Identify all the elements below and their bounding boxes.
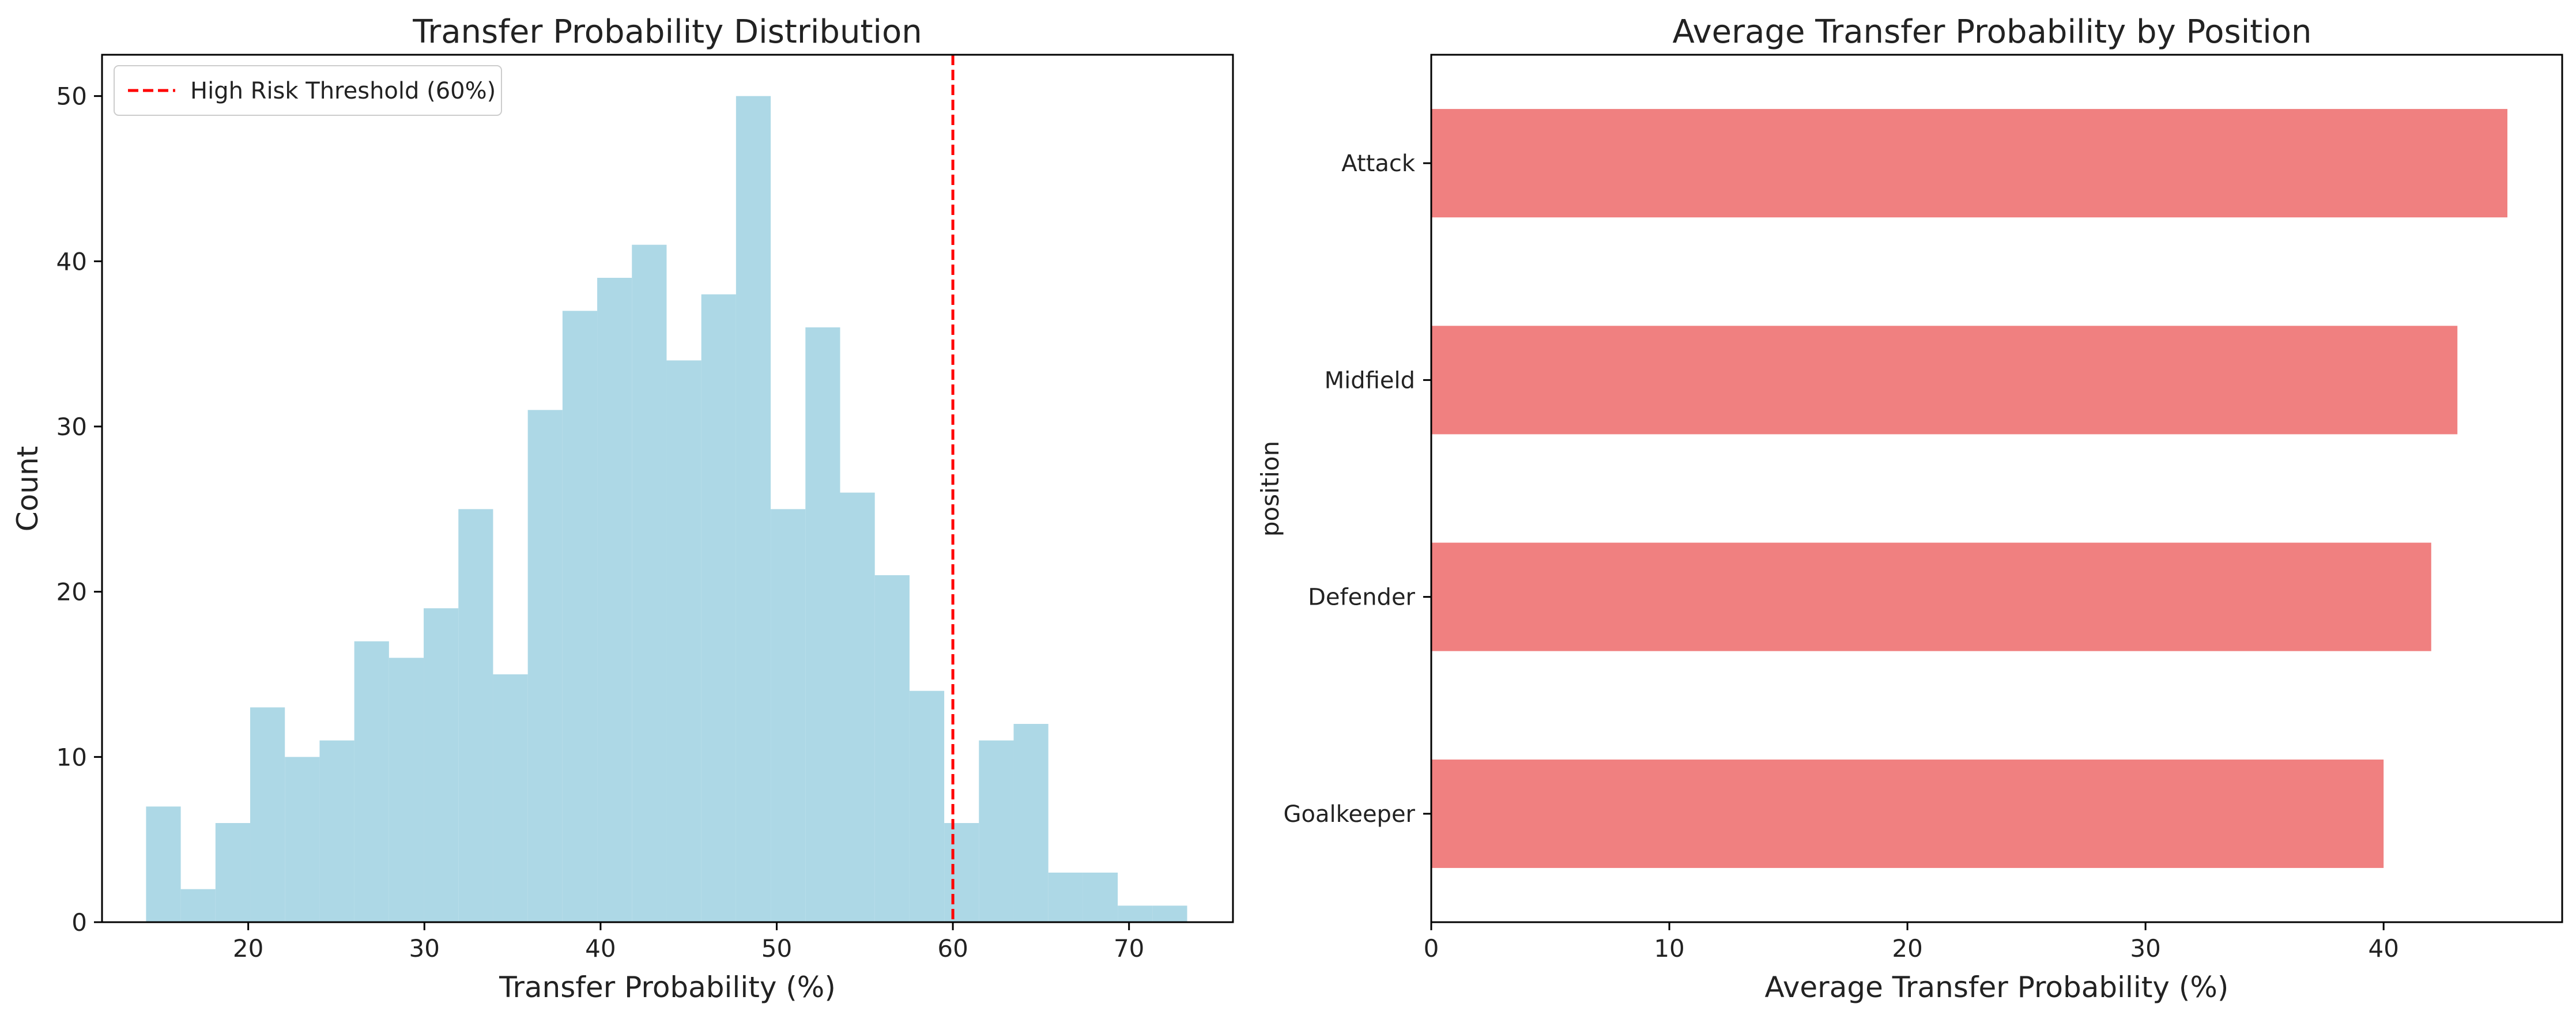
histogram-bar <box>1083 873 1118 922</box>
category-label: Defender <box>1308 584 1415 611</box>
barh-y-ticks: Attack Midfield Defender Goalkeeper <box>1284 150 1431 828</box>
histogram-y-ticks: 0 10 20 30 40 50 <box>56 82 102 937</box>
histogram-bar <box>597 278 632 922</box>
histogram-bar <box>180 889 216 922</box>
x-tick-label: 40 <box>585 934 616 963</box>
barh-bar <box>1431 109 2507 218</box>
histogram-bar <box>840 492 875 922</box>
histogram-plot-frame <box>101 54 1234 923</box>
x-tick-label: 20 <box>233 934 263 963</box>
barh-plot-frame <box>1430 54 2563 923</box>
histogram-bar <box>458 509 493 922</box>
histogram-bar <box>666 360 701 922</box>
category-label: Attack <box>1341 150 1416 177</box>
x-tick-label: 30 <box>2130 934 2160 963</box>
histogram-x-ticks: 20 30 40 50 60 70 <box>233 922 1144 963</box>
histogram-y-axis-label: Count <box>11 446 44 532</box>
x-tick-label: 40 <box>2368 934 2398 963</box>
legend-label: High Risk Threshold (60%) <box>190 78 496 104</box>
barh-bar <box>1431 326 2458 435</box>
histogram-bar <box>701 294 736 923</box>
y-tick-label: 50 <box>56 82 87 111</box>
barh-x-axis-label: Average Transfer Probability (%) <box>1765 971 2229 1004</box>
category-label: Midfield <box>1325 367 1415 394</box>
y-tick-label: 10 <box>56 743 87 771</box>
barh-bar <box>1431 542 2431 651</box>
histogram-bar <box>354 641 389 922</box>
position-bar-chart: Average Transfer Probability by Position… <box>1256 13 2563 1004</box>
histogram-bar <box>771 509 806 922</box>
barh-title: Average Transfer Probability by Position <box>1672 13 2311 51</box>
histogram-bars <box>146 96 1187 923</box>
x-tick-label: 60 <box>937 934 968 963</box>
y-tick-label: 0 <box>71 908 87 937</box>
histogram-title: Transfer Probability Distribution <box>412 13 922 51</box>
y-tick-label: 20 <box>56 578 87 606</box>
histogram-bar <box>979 740 1014 922</box>
barh-bars <box>1431 109 2507 868</box>
histogram-bar <box>805 327 840 922</box>
histogram-bar <box>1013 724 1048 922</box>
histogram-bar <box>1048 873 1083 922</box>
histogram-bar <box>562 311 598 923</box>
category-label: Goalkeeper <box>1284 801 1416 828</box>
barh-bar <box>1431 759 2384 868</box>
barh-x-ticks: 0 10 20 30 40 <box>1424 922 2399 963</box>
histogram-bar <box>944 823 979 922</box>
histogram-bar <box>1118 905 1153 922</box>
histogram-bar <box>424 608 459 922</box>
y-tick-label: 30 <box>56 413 87 441</box>
histogram-legend: High Risk Threshold (60%) <box>114 65 502 116</box>
histogram-bar <box>250 707 285 922</box>
histogram-bar <box>215 823 251 922</box>
histogram-bar <box>389 658 424 922</box>
histogram-bar <box>285 757 320 922</box>
histogram-bar <box>146 806 181 922</box>
x-tick-label: 30 <box>409 934 440 963</box>
histogram-bar <box>736 96 771 923</box>
x-tick-label: 50 <box>761 934 792 963</box>
histogram-bar <box>493 674 528 922</box>
histogram-x-axis-label: Transfer Probability (%) <box>499 971 836 1004</box>
histogram-bar <box>909 690 945 922</box>
x-tick-label: 70 <box>1114 934 1144 963</box>
y-tick-label: 40 <box>56 247 87 275</box>
x-tick-label: 0 <box>1424 934 1439 963</box>
legend-box <box>114 65 502 116</box>
histogram-bar <box>874 575 910 922</box>
histogram-bar <box>1152 905 1187 922</box>
histogram-bar <box>632 244 667 923</box>
x-tick-label: 10 <box>1654 934 1684 963</box>
histogram-bar <box>527 410 563 922</box>
histogram-bar <box>319 740 354 922</box>
histogram-chart: Transfer Probability Distribution 20 30 40… <box>11 13 1234 1004</box>
x-tick-label: 20 <box>1892 934 1922 963</box>
barh-y-axis-label: position <box>1256 441 1284 537</box>
